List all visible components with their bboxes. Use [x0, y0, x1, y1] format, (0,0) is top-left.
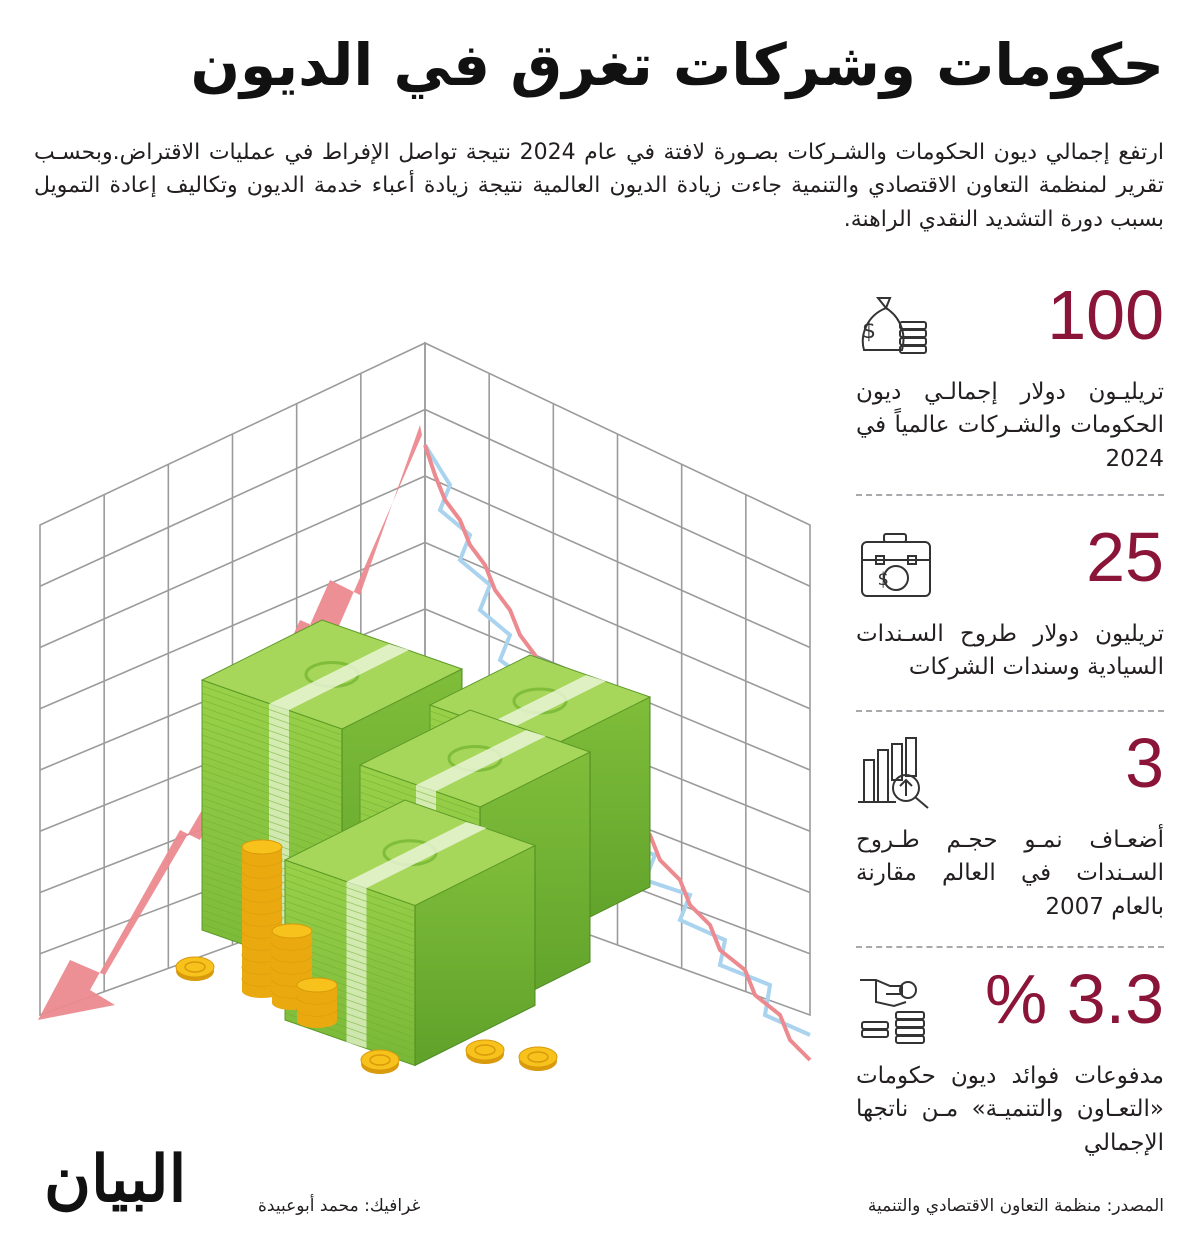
divider	[856, 710, 1164, 712]
source-note: المصدر: منظمة التعاون الاقتصادي والتنمية	[867, 1196, 1164, 1216]
bar-chart-magnifier-icon	[858, 737, 929, 809]
stat-growth: 3 أضعـاف نمـو حجـم طـروح السـندات في الع…	[856, 728, 1164, 924]
svg-text:$: $	[878, 569, 889, 590]
stat-interest: % 3.3 مدفوعات فوائد ديون حكومات «التعـاو…	[856, 964, 1164, 1160]
stat-bond-issuance: $ 25 تريليون دولار طروح السـندات السيادي…	[856, 522, 1164, 685]
coins	[175, 839, 558, 1074]
divider	[856, 946, 1164, 948]
stat-description: أضعـاف نمـو حجـم طـروح السـندات في العال…	[856, 827, 1164, 920]
stat-value: 3	[1125, 724, 1164, 802]
stat-total-debt: $ 100 تريليـون دولار إجمالـي ديون الحكوم…	[856, 280, 1164, 476]
money-bag-icon: $	[861, 297, 927, 354]
stat-description: مدفوعات فوائد ديون حكومات «التعـاون والت…	[856, 1063, 1164, 1156]
divider	[856, 494, 1164, 496]
albayan-logo: البيان	[44, 1142, 187, 1217]
stat-description: تريليون دولار طروح السـندات السيادية وسن…	[856, 621, 1164, 681]
graphic-credit: غرافيك: محمد أبوعبيدة	[258, 1196, 421, 1216]
stat-value: 25	[1086, 518, 1164, 596]
hand-coins-icon	[860, 979, 925, 1044]
intro-paragraph: ارتفع إجمالي ديون الحكومات والشـركات بصـ…	[34, 140, 1164, 232]
svg-text:$: $	[862, 319, 876, 344]
debt-illustration	[38, 341, 812, 1074]
stat-value: 100	[1047, 276, 1164, 354]
stat-description: تريليـون دولار إجمالـي ديون الحكومات وال…	[856, 379, 1164, 472]
briefcase-dollar-icon: $	[861, 533, 931, 597]
stat-value: % 3.3	[985, 960, 1164, 1038]
page-title: حكومات وشركات تغرق في الديون	[190, 31, 1164, 99]
